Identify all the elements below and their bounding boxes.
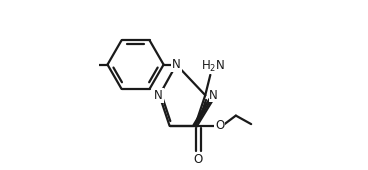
- Text: H$_2$N: H$_2$N: [201, 59, 225, 74]
- Text: O: O: [194, 153, 203, 166]
- Text: N: N: [154, 89, 163, 102]
- Text: N: N: [172, 58, 181, 71]
- Text: N: N: [209, 89, 218, 102]
- Text: O: O: [215, 119, 224, 132]
